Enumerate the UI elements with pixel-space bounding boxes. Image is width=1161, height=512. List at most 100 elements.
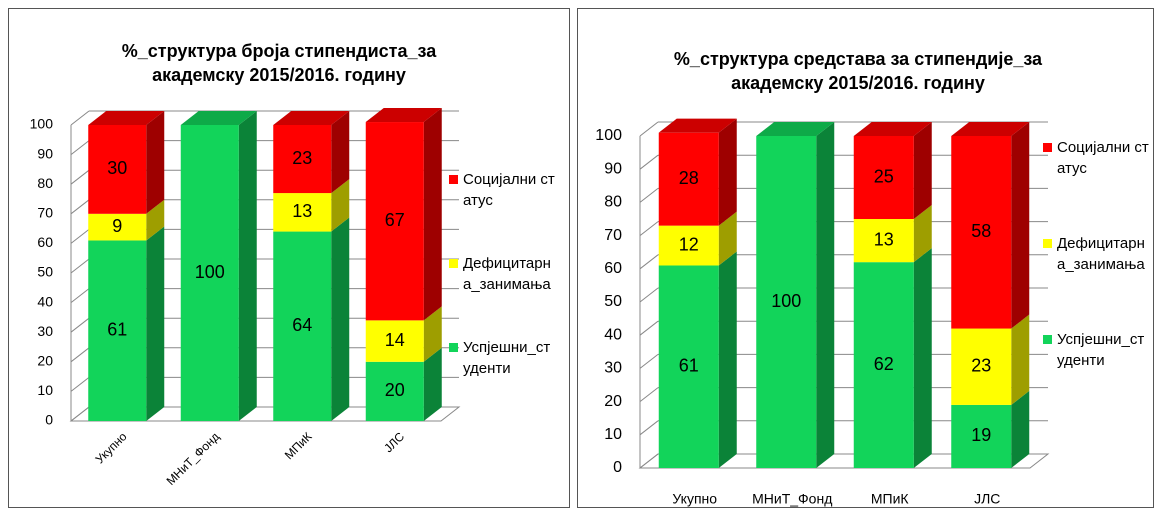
data-label: 23: [292, 148, 312, 168]
grid-line: [639, 254, 659, 270]
x-tick-label: МНиТ_Фонд: [164, 429, 223, 488]
bar: [853, 219, 914, 263]
grid-line: [639, 221, 659, 236]
bar-side: [1011, 390, 1030, 468]
bar-side: [331, 217, 350, 421]
legend-item: Дефицитарна_занимања: [1043, 233, 1149, 275]
bar-top: [951, 122, 1030, 136]
bar-side: [913, 122, 932, 219]
bar-top: [273, 111, 350, 125]
legend-swatch: [1043, 143, 1052, 152]
grid-line: [639, 121, 659, 137]
grid-line: [70, 288, 90, 303]
bar: [658, 265, 719, 468]
y-tick-label: 50: [604, 293, 622, 310]
y-tick-label: 50: [37, 264, 53, 280]
data-label: 12: [679, 234, 699, 254]
grid-line: [70, 199, 90, 215]
bar-side: [816, 122, 835, 468]
grid-line: [70, 110, 90, 126]
y-tick-label: 10: [37, 382, 53, 398]
chart-panel: 0 10 20 30 40 50 60 70 80 90 100 Укупно 61 9 30 МНиТ_Фо…: [8, 8, 570, 508]
grid-line: [639, 387, 659, 402]
y-tick-label: 60: [604, 260, 622, 277]
data-label: 20: [385, 380, 405, 400]
data-label: 9: [112, 216, 122, 236]
grid-line: [639, 154, 659, 170]
chart: 0 10 20 30 40 50 60 70 80 90 100 Укупно 61 9 30 МНиТ_Фо…: [30, 108, 461, 488]
legend-label: Успјешни_студенти: [1057, 331, 1145, 369]
y-tick-label: 20: [604, 393, 622, 410]
y-tick-label: 70: [604, 227, 622, 244]
data-label: 14: [385, 330, 405, 350]
y-tick-label: 70: [37, 205, 53, 221]
legend-swatch: [449, 175, 458, 184]
y-tick-label: 100: [595, 127, 622, 144]
y-tick-label: 30: [604, 360, 622, 377]
data-label: 28: [679, 168, 699, 188]
bar-top: [756, 122, 835, 136]
legend-item: Дефицитарна_занимања: [449, 253, 555, 295]
y-tick-label: 90: [604, 160, 622, 177]
bar: [88, 240, 147, 421]
bar-side: [423, 108, 442, 321]
bar-side: [146, 226, 165, 421]
legend-swatch: [1043, 239, 1052, 248]
bar-side: [718, 211, 737, 266]
bar-side: [1011, 314, 1030, 405]
legend-label: Дефицитарна_занимања: [463, 255, 551, 293]
y-tick-label: 40: [37, 293, 53, 309]
legend-swatch: [1043, 335, 1052, 344]
data-label: 58: [971, 221, 991, 241]
y-tick-label: 40: [604, 326, 622, 343]
data-label: 67: [385, 210, 405, 230]
y-tick-label: 0: [45, 412, 53, 428]
bar-side: [913, 248, 932, 468]
bar: [365, 320, 424, 362]
bar: [853, 136, 914, 219]
bar-side: [331, 111, 350, 194]
x-tick-label: МПиК: [282, 429, 315, 462]
grid-line: [639, 354, 659, 369]
bar: [658, 225, 719, 266]
bar: [273, 125, 332, 194]
bar-side: [331, 179, 350, 232]
bar-top: [365, 108, 442, 123]
grid-line: [70, 169, 90, 185]
y-tick-label: 30: [37, 323, 53, 339]
bar-top: [180, 111, 257, 125]
y-tick-label: 80: [604, 194, 622, 211]
y-tick-label: 90: [37, 145, 53, 161]
grid-line: [70, 317, 90, 333]
bar-side: [718, 118, 737, 226]
data-label: 100: [195, 262, 225, 282]
x-tick-label: ЈЛС: [974, 491, 1000, 507]
bar: [756, 136, 817, 468]
x-tick-label: МПиК: [871, 491, 910, 507]
y-tick-label: 80: [37, 175, 53, 191]
data-label: 30: [107, 158, 127, 178]
bar: [853, 262, 914, 468]
legend-item: Успјешни_студенти: [449, 337, 555, 379]
bar: [88, 125, 147, 214]
grid-line: [70, 258, 90, 274]
chart-title: %_структура средстава за стипендије_за а…: [673, 49, 1043, 93]
grid-line: [639, 287, 659, 303]
legend-label: Дефицитарна_занимања: [1057, 235, 1145, 273]
bar-side: [913, 205, 932, 263]
grid-line: [639, 420, 659, 436]
bar: [273, 231, 332, 421]
x-tick-label: МНиТ_Фонд: [752, 491, 832, 507]
legend-item: Успјешни_студенти: [1043, 329, 1149, 371]
bar-side: [238, 111, 257, 421]
legend-swatch: [449, 259, 458, 268]
y-tick-label: 100: [30, 116, 54, 132]
data-label: 13: [292, 201, 312, 221]
y-tick-label: 20: [37, 353, 53, 369]
grid-line: [639, 188, 659, 203]
grid-line: [70, 347, 90, 363]
data-label: 61: [107, 319, 127, 339]
bar: [365, 122, 424, 321]
bar-top: [853, 122, 932, 136]
